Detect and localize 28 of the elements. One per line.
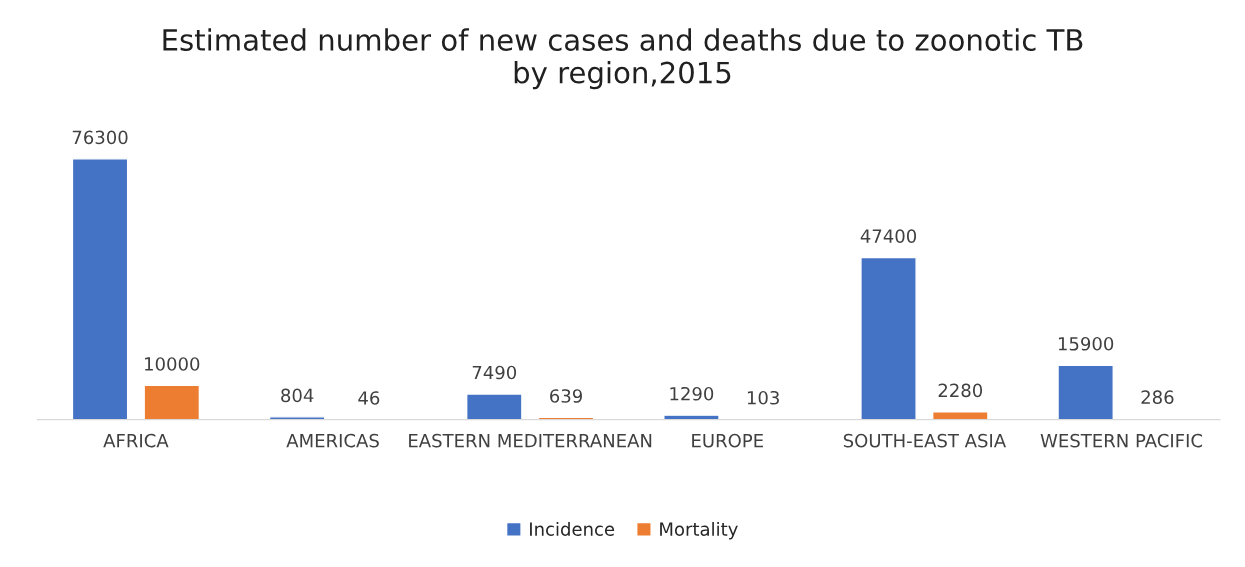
x-tick-label: EASTERN MEDITERRANEAN xyxy=(409,433,652,448)
data-label: 103 xyxy=(747,390,779,405)
bar xyxy=(143,384,201,420)
data-label: 47400 xyxy=(860,229,917,243)
data-label: 15900 xyxy=(1058,336,1114,351)
legend-label: Mortality xyxy=(660,521,738,540)
bar xyxy=(1057,364,1114,420)
data-label: 76300 xyxy=(72,130,128,145)
bar xyxy=(465,393,523,420)
x-tick-label: SOUTH-EAST ASIA xyxy=(843,433,1006,448)
bar xyxy=(663,414,720,420)
data-label: 286 xyxy=(1141,390,1174,404)
data-label: 804 xyxy=(281,388,314,403)
data-label: 7490 xyxy=(472,365,517,380)
bar xyxy=(860,256,917,420)
chart-title: Estimated number of new cases and deaths due to zoonotic TB by region,2015 xyxy=(163,28,1083,90)
data-label: 1290 xyxy=(670,386,714,401)
data-label: 2280 xyxy=(938,383,983,398)
data-label: 639 xyxy=(550,389,582,403)
x-tick-label: EUROPE xyxy=(692,433,763,448)
legend-label: Incidence xyxy=(530,521,615,536)
data-label: 10000 xyxy=(145,357,200,371)
x-tick-label: AFRICA xyxy=(103,433,169,448)
bar xyxy=(931,411,989,420)
bar xyxy=(71,158,129,420)
data-label: 46 xyxy=(358,391,380,405)
x-tick-label: WESTERN PACIFIC xyxy=(1040,433,1203,448)
x-tick-label: AMERICAS xyxy=(286,433,379,448)
